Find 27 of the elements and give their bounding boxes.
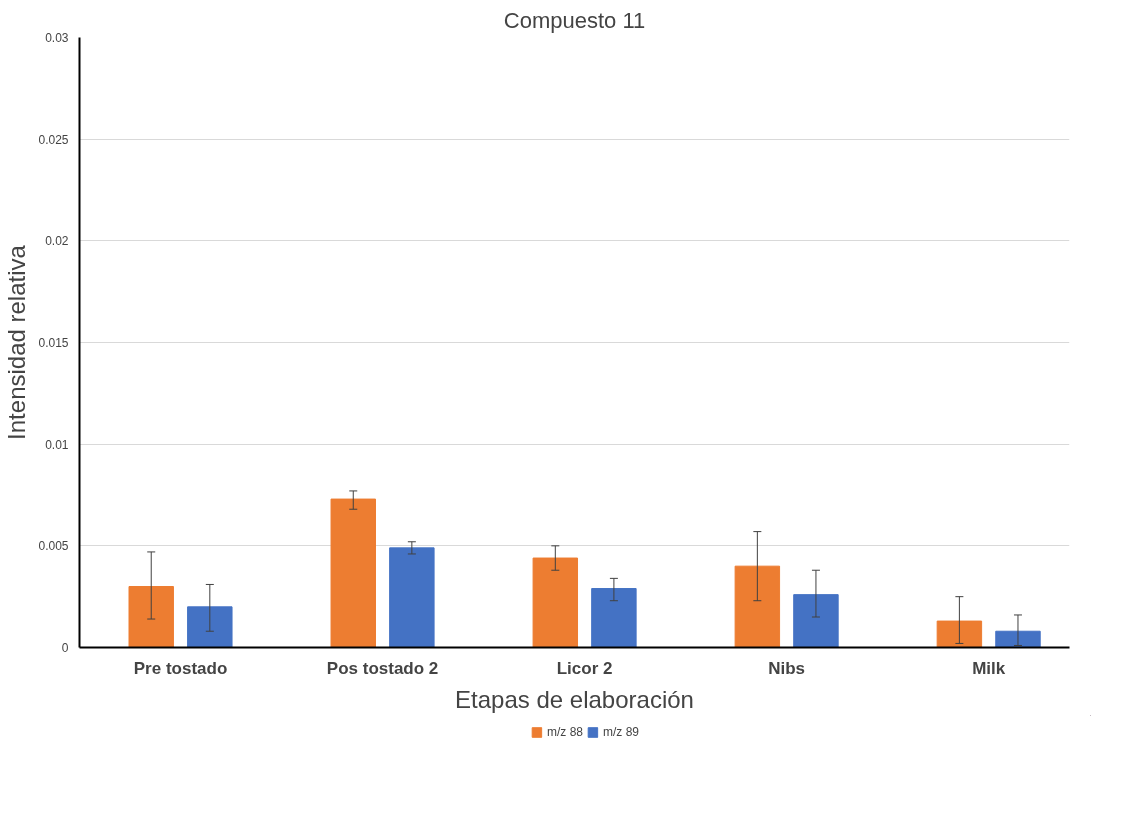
y-tick-label: 0.03 (45, 31, 69, 45)
chart-title: Compuesto 11 (503, 7, 646, 33)
x-tick-label: Milk (972, 658, 1006, 678)
y-tick-label: 0.025 (38, 132, 69, 147)
x-tick-label: Nibs (768, 658, 806, 678)
bar (793, 594, 839, 648)
bar (330, 498, 376, 648)
bar (995, 630, 1041, 648)
bar (936, 620, 983, 648)
x-tick-label: Pre tostado (133, 658, 228, 678)
y-tick-label: 0 (61, 641, 69, 655)
x-tick-label: Pos tostado 2 (326, 658, 439, 678)
y-tick-label: 0.01 (45, 437, 69, 452)
x-tick-label: Licor 2 (556, 658, 613, 678)
bar (128, 586, 174, 648)
legend-label: m/z 89 (603, 725, 640, 739)
bar (591, 588, 637, 648)
bar (389, 547, 435, 648)
bar (532, 557, 579, 648)
x-axis-title: Etapas de elaboración (455, 685, 694, 713)
bar (734, 565, 781, 648)
bar (187, 606, 233, 648)
y-axis-title: Intensidad relativa (3, 244, 31, 440)
y-tick-label: 0.005 (38, 539, 69, 554)
y-tick-label: 0.015 (38, 336, 69, 350)
y-tick-label: 0.02 (45, 234, 69, 249)
legend-label: m/z 88 (546, 725, 583, 739)
